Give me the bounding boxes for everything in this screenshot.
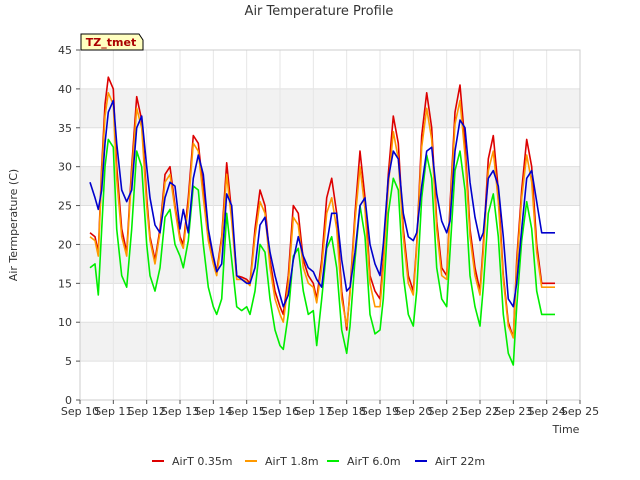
x-tick-label: Sep 14 [194,405,232,418]
plot-band [80,88,580,128]
legend-label: AirT 0.35m [172,455,233,468]
station-tag-box [80,33,144,51]
x-tick-label: Sep 16 [261,405,299,418]
plot-band [80,127,580,167]
y-tick-label: 10 [58,316,72,329]
station-tag-badge: TZ_tmet [80,33,144,51]
y-tick-label: 30 [58,161,72,174]
y-tick-label: 5 [65,355,72,368]
plot-band [80,244,580,284]
x-tick-label: Sep 24 [528,405,566,418]
x-tick-label: Sep 10 [61,405,99,418]
series-line [89,99,555,308]
series-line [89,138,555,366]
y-tick-label: 25 [58,200,72,213]
plot-frame [79,49,581,401]
y-axis-ticks: 0 5 10 15 20 25 30 35 40 45 [58,44,80,407]
x-axis-label: Time [552,423,580,436]
x-tick-label: Sep 19 [361,405,399,418]
plot-band [80,283,580,323]
legend-label: AirT 22m [435,455,485,468]
y-tick-label: 35 [58,122,72,135]
station-tag-label: TZ_tmet [86,36,136,49]
y-tick-label: 15 [58,277,72,290]
y-tick-label: 45 [58,44,72,57]
x-tick-label: Sep 11 [94,405,132,418]
y-axis-label: Air Termperature (C) [7,169,20,281]
series-lines [89,76,555,366]
x-tick-label: Sep 21 [428,405,466,418]
x-tick-label: Sep 12 [128,405,166,418]
plot-band [80,322,580,362]
series-line [89,92,555,339]
plot-band [80,361,580,400]
x-tick-label: Sep 15 [228,405,266,418]
plot-band [80,50,580,89]
chart-title: Air Temperature Profile [245,4,394,19]
y-tick-label: 40 [58,83,72,96]
y-tick-label: 20 [58,238,72,251]
x-tick-label: Sep 20 [394,405,432,418]
x-tick-label: Sep 18 [328,405,366,418]
y-tick-label: 0 [65,394,72,407]
legend-label: AirT 1.8m [265,455,319,468]
x-tick-label: Sep 13 [161,405,199,418]
x-tick-label: Sep 23 [494,405,532,418]
legend-label: AirT 6.0m [347,455,401,468]
legend: AirT 0.35m AirT 1.8m AirT 6.0m AirT 22m [152,455,485,468]
x-tick-label: Sep 17 [294,405,332,418]
x-tick-label: Sep 22 [461,405,499,418]
x-tick-label: Sep 25 [561,405,599,418]
